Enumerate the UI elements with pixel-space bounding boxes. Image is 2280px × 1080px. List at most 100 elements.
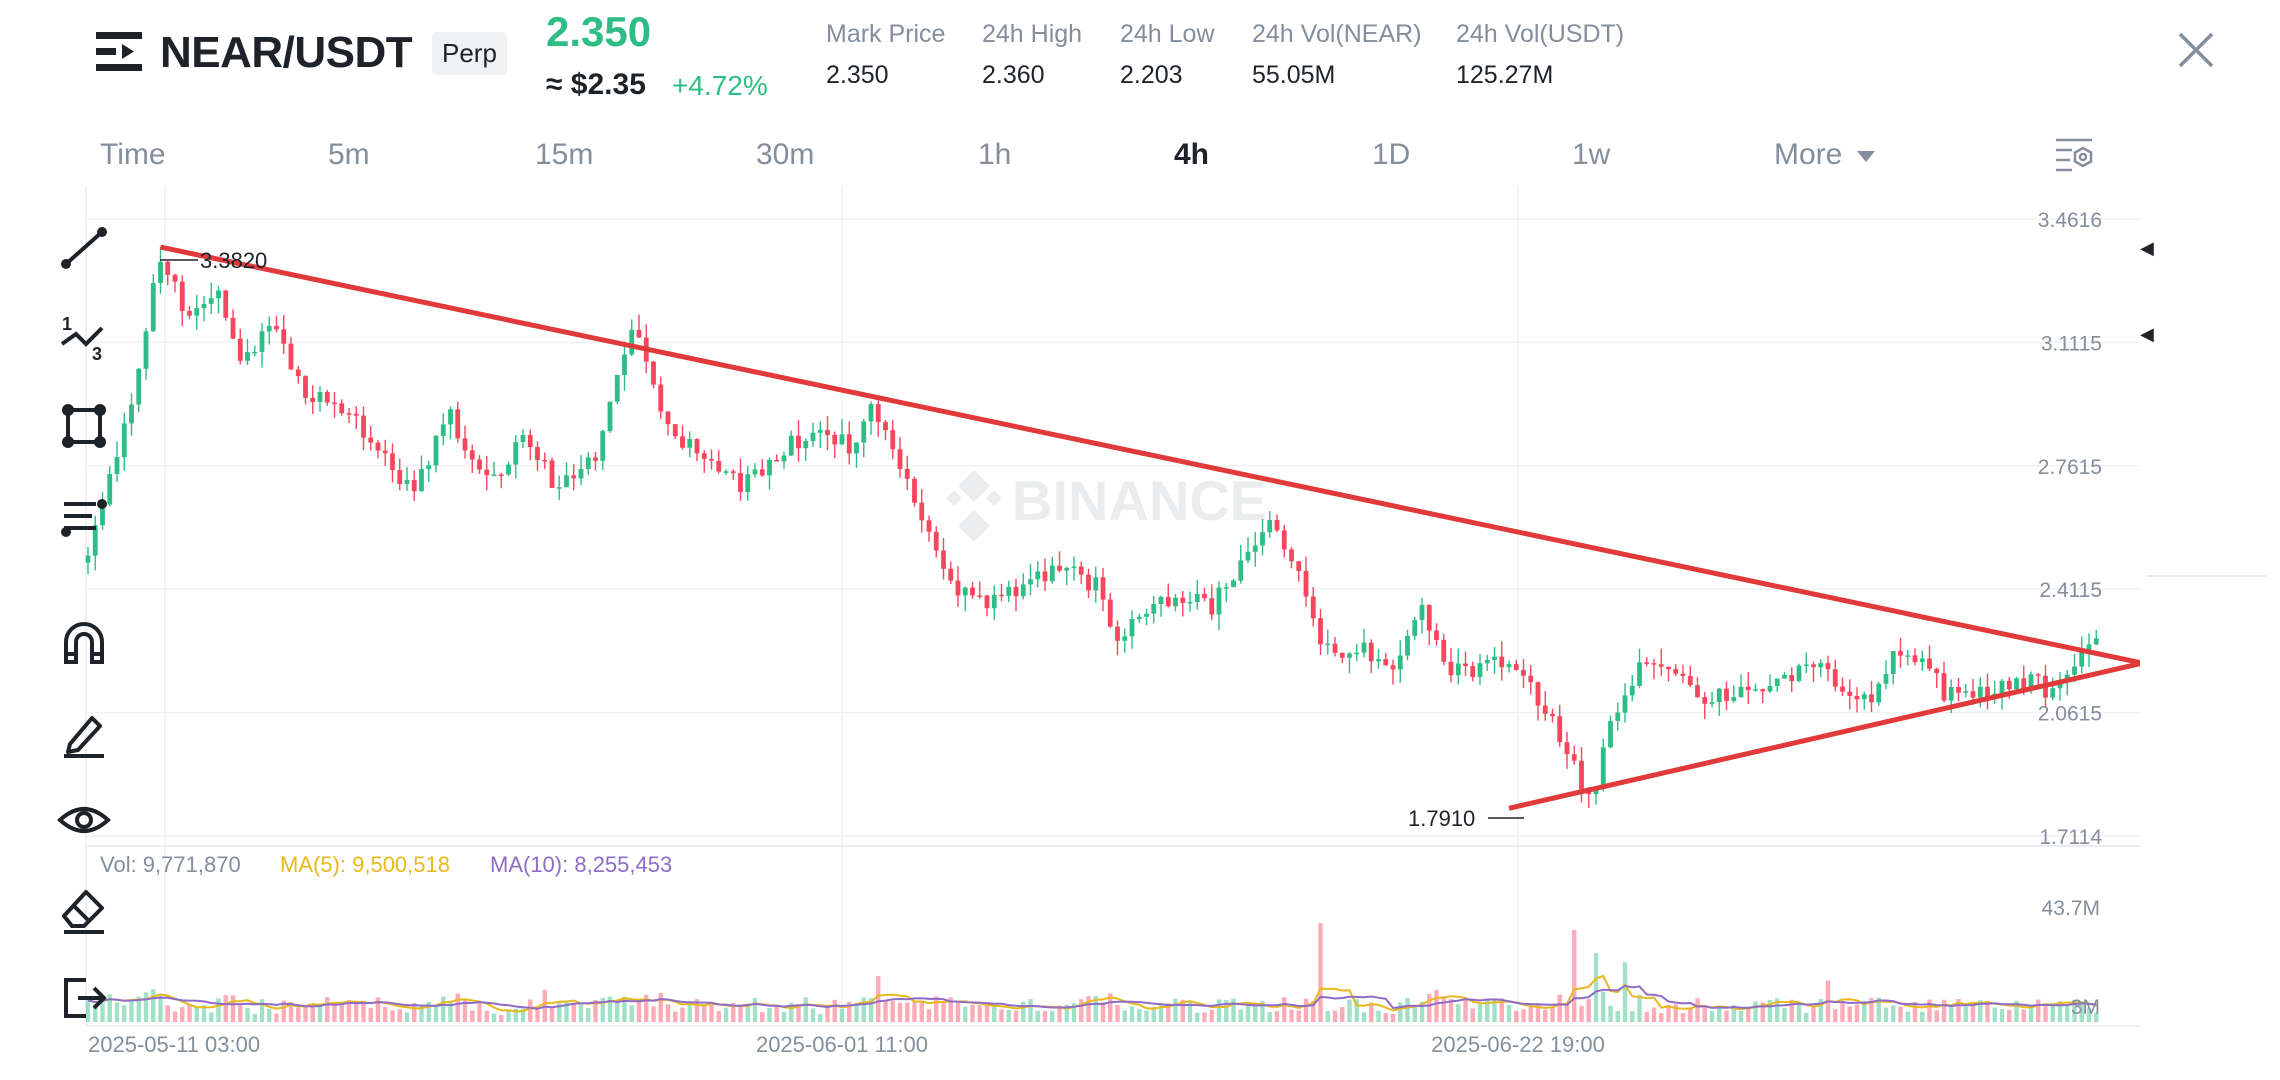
candle-body <box>883 422 888 431</box>
candle-body <box>1521 669 1526 676</box>
candle-body <box>535 447 540 461</box>
candle-body <box>1985 686 1990 698</box>
volume-bar <box>1767 999 1773 1022</box>
expand-caret-icon[interactable]: ◀ <box>2140 324 2154 344</box>
volume-bar <box>1651 1007 1657 1022</box>
candle-body <box>1187 601 1193 604</box>
candle-body <box>165 261 171 275</box>
volume-bar <box>687 1003 692 1022</box>
visibility-icon[interactable] <box>56 792 112 848</box>
volume-bar <box>158 994 163 1022</box>
candle-body <box>288 343 294 370</box>
volume-bar <box>571 1003 576 1022</box>
volume-bar <box>1985 1001 1990 1022</box>
magnet-icon[interactable] <box>56 616 112 672</box>
volume-bar <box>1006 1010 1011 1022</box>
candle-body <box>2006 680 2012 690</box>
volume-axis: 43.7M 3M <box>2042 897 2100 1019</box>
candle-body <box>1289 549 1294 562</box>
tab-more[interactable]: More <box>1774 138 1877 172</box>
candle-body <box>187 310 192 316</box>
volume-bar <box>426 1001 431 1022</box>
candle-body <box>143 331 149 369</box>
volume-bar <box>1622 962 1628 1022</box>
volume-bar <box>1514 1010 1519 1022</box>
volume-bar <box>1151 1006 1156 1022</box>
volume-bar <box>934 996 939 1022</box>
tab-30m[interactable]: 30m <box>756 138 815 171</box>
price-chart[interactable]: BINANCE 3.4616 3.1115 2.7615 2.4115 2.0615 1.… <box>0 186 2140 1080</box>
expand-caret-icon[interactable]: ◀ <box>2140 238 2154 258</box>
candle-body <box>1629 685 1635 696</box>
trend-line-icon[interactable] <box>56 220 112 276</box>
watermark: BINANCE <box>946 469 1267 542</box>
tab-1d[interactable]: 1D <box>1372 138 1411 171</box>
rectangle-icon[interactable] <box>56 398 112 454</box>
candle-body <box>375 442 381 451</box>
header: NEAR/USDT Perp 2.350 ≈ $2.35 +4.72% Mark… <box>0 0 2280 120</box>
chart-settings-icon[interactable] <box>2054 134 2094 174</box>
volume-bars <box>85 923 2099 1022</box>
close-icon[interactable] <box>2176 30 2216 70</box>
candle-body <box>455 409 461 439</box>
volume-bar <box>1202 1012 1207 1022</box>
candle-body <box>1608 720 1613 748</box>
candle-body <box>114 457 120 475</box>
candle-body <box>1789 675 1795 681</box>
volume-bar <box>1956 998 1961 1022</box>
candle-body <box>1086 574 1091 591</box>
candle-body <box>694 439 700 454</box>
candle-body <box>1977 686 1983 698</box>
fib-icon[interactable]: 1 3 <box>56 308 112 364</box>
volume-bar <box>1463 999 1468 1022</box>
trendlines <box>159 244 2140 811</box>
candle-body <box>658 384 664 412</box>
candle-body <box>121 423 127 458</box>
ma5-label: MA(5): 9,500,518 <box>280 852 450 877</box>
candle-body <box>745 474 751 493</box>
volume-bar <box>1260 1001 1265 1022</box>
indicators-icon[interactable] <box>56 488 112 544</box>
volume-bar <box>651 1006 656 1022</box>
candle-body <box>1078 566 1084 575</box>
candle-body <box>1687 675 1693 686</box>
trading-pair[interactable]: NEAR/USDT <box>160 28 413 77</box>
draw-icon[interactable] <box>56 704 112 760</box>
candle-body <box>382 450 388 454</box>
volume-bar <box>1187 1000 1193 1022</box>
tab-time[interactable]: Time <box>100 138 166 171</box>
tab-1w[interactable]: 1w <box>1572 138 1611 171</box>
candle-body <box>1325 643 1331 646</box>
candle-body <box>1332 643 1338 653</box>
candle-body <box>1245 551 1251 561</box>
more-label: More <box>1774 138 1843 171</box>
tab-4h[interactable]: 4h <box>1174 138 1210 171</box>
candle-body <box>1883 673 1889 684</box>
stat-mark-price: Mark Price 2.350 <box>826 20 945 90</box>
candle-body <box>1100 577 1106 600</box>
contract-type-badge: Perp <box>432 32 507 75</box>
volume-bar <box>107 994 112 1022</box>
tab-15m[interactable]: 15m <box>535 138 594 171</box>
exit-icon[interactable] <box>56 970 112 1026</box>
volume-bar <box>165 1005 170 1022</box>
volume-bar <box>1709 1011 1715 1022</box>
candle-body <box>1107 599 1113 627</box>
menu-logo-icon[interactable] <box>96 30 142 74</box>
candle-body <box>1861 694 1867 700</box>
candle-body <box>1006 586 1012 596</box>
volume-bar <box>1245 1005 1251 1022</box>
volume-bar <box>143 992 149 1022</box>
candle-body <box>1716 688 1722 703</box>
volume-bar <box>1557 994 1562 1022</box>
eraser-icon[interactable] <box>56 880 112 936</box>
candle-body <box>1093 577 1099 591</box>
volume-bar <box>1093 996 1098 1022</box>
candle-body <box>854 442 859 454</box>
tab-1h[interactable]: 1h <box>978 138 1012 171</box>
candle-body <box>600 431 606 461</box>
tab-5m[interactable]: 5m <box>328 138 370 171</box>
candle-body <box>1144 613 1149 617</box>
candle-body <box>172 274 178 282</box>
volume-bar <box>1579 1005 1584 1022</box>
